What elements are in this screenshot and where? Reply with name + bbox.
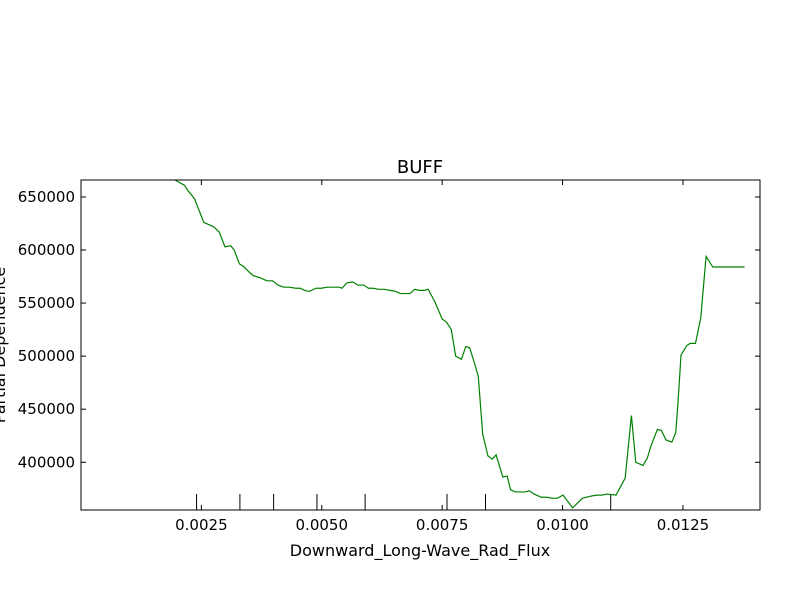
plot-area-frame <box>80 179 761 511</box>
y-tick-label: 650000 <box>18 188 75 206</box>
x-tick-label: 0.0050 <box>296 516 349 534</box>
y-axis: 400000 450000 500000 550000 600000 650000 <box>18 188 760 471</box>
y-tick-label: 550000 <box>18 294 75 312</box>
x-tick-label: 0.0075 <box>416 516 469 534</box>
series-line <box>174 180 745 509</box>
y-tick-label: 500000 <box>18 347 75 365</box>
x-axis: 0.0025 0.0050 0.0075 0.0100 0.0125 <box>175 180 709 534</box>
x-tick-label: 0.0100 <box>536 516 589 534</box>
y-tick-label: 400000 <box>18 453 75 471</box>
y-tick-label: 450000 <box>18 400 75 418</box>
y-tick-label: 600000 <box>18 241 75 259</box>
x-tick-label: 0.0125 <box>657 516 710 534</box>
rug-ticks <box>196 494 612 510</box>
chart-title: BUFF <box>397 157 443 178</box>
x-tick-label: 0.0025 <box>175 516 228 534</box>
x-axis-label: Downward_Long-Wave_Rad_Flux <box>290 541 550 561</box>
y-axis-label: Partial Dependence <box>0 267 9 423</box>
